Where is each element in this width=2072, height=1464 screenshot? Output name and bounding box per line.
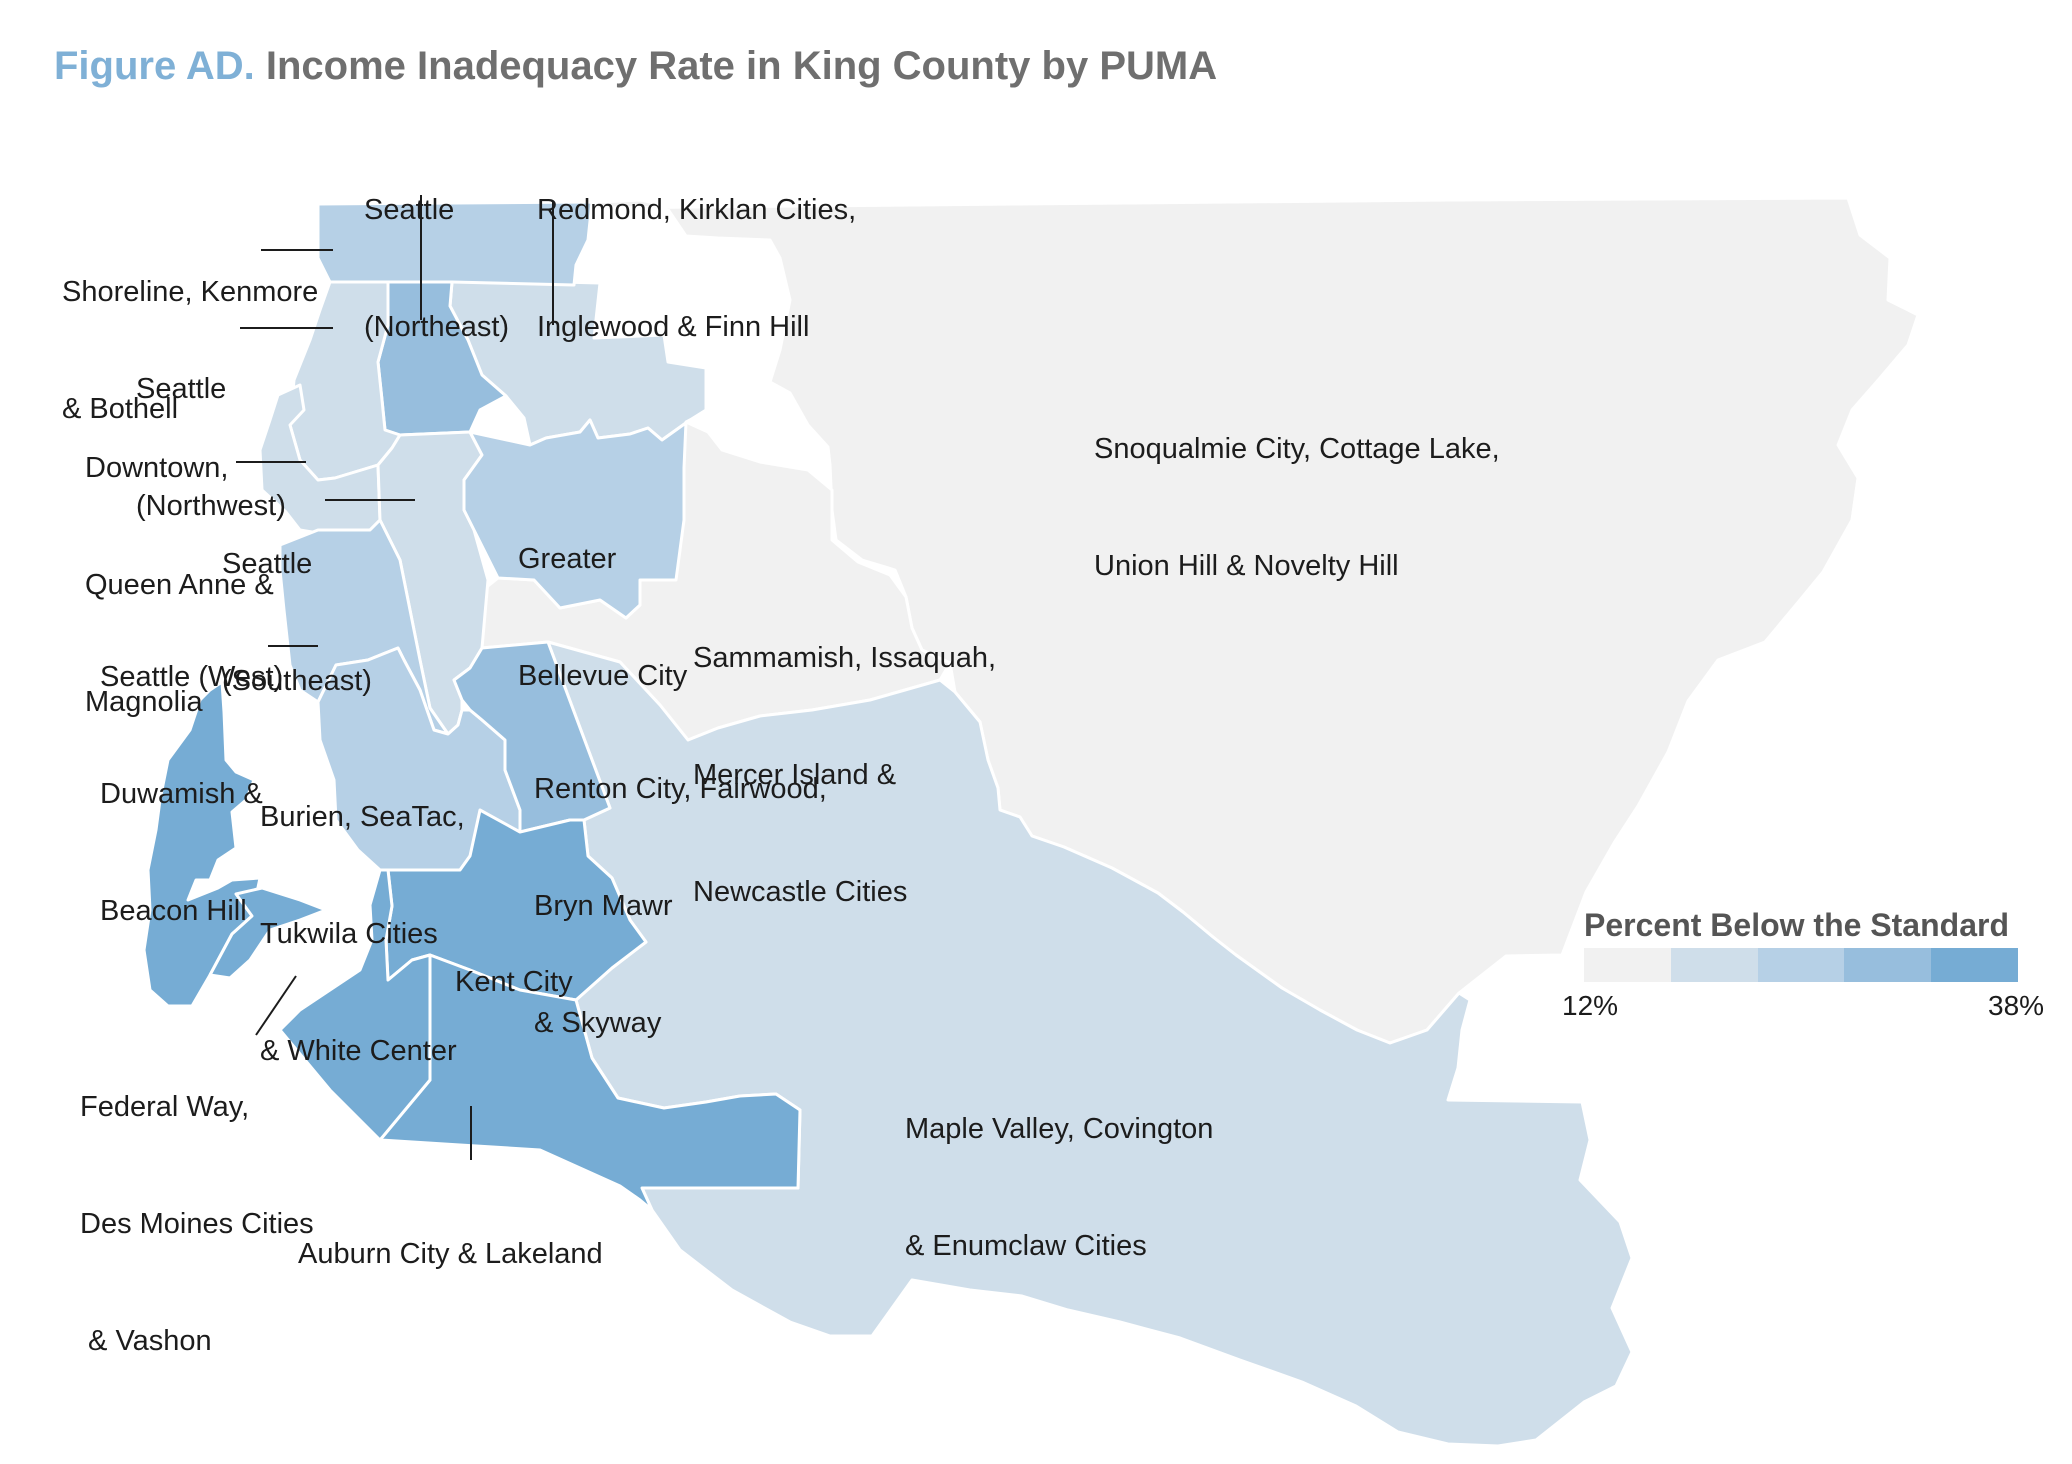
label-line: Greater xyxy=(518,543,617,575)
label-line: Maple Valley, Covington xyxy=(905,1113,1214,1145)
legend-swatch-1 xyxy=(1584,948,1671,982)
legend-swatch-2 xyxy=(1670,948,1758,982)
label-line: Shoreline, Kenmore xyxy=(62,276,319,308)
leader-federal-way xyxy=(255,975,297,1036)
label-kent: Kent City xyxy=(455,885,573,1080)
label-line: Seattle xyxy=(136,373,227,405)
legend-max-label: 38% xyxy=(1988,990,2045,1021)
label-line: Union Hill & Novelty Hill xyxy=(1094,550,1399,582)
label-line: Bryn Mawr xyxy=(534,890,673,922)
label-line: Seattle xyxy=(222,548,313,580)
label-line: Auburn City & Lakeland xyxy=(298,1238,603,1270)
label-line: (Southeast) xyxy=(222,665,372,697)
label-line: Downtown, xyxy=(85,452,229,484)
label-seattle-southeast: Seattle (Southeast) xyxy=(222,467,372,779)
label-maple-valley: Maple Valley, Covington & Enumclaw Citie… xyxy=(905,1032,1213,1344)
label-line: Snoqualmie City, Cottage Lake, xyxy=(1094,433,1500,465)
region-federal-way[interactable] xyxy=(278,868,432,1142)
legend-swatch-5 xyxy=(1931,948,2018,982)
label-greater-bellevue: Greater Bellevue City xyxy=(518,462,687,774)
label-line: Queen Anne & xyxy=(85,569,274,601)
label-line: Bellevue City xyxy=(518,660,688,692)
label-line: (Northeast) xyxy=(364,311,510,343)
label-line: Magnolia xyxy=(85,686,203,718)
legend-color-scale xyxy=(1584,948,2018,982)
label-line: & White Center xyxy=(260,1035,457,1067)
label-federal-way: Federal Way, Des Moines Cities & Vashon xyxy=(80,1010,314,1439)
region-maury[interactable] xyxy=(208,886,328,980)
legend-min-label: 12% xyxy=(1562,990,1619,1021)
label-line: & Vashon xyxy=(80,1325,212,1357)
label-sammamish: Sammamish, Issaquah, Mercer Island & New… xyxy=(693,561,996,990)
figure-label: Figure AD. xyxy=(54,44,255,88)
label-line: Des Moines Cities xyxy=(80,1208,314,1240)
region-shoreline[interactable] xyxy=(316,200,594,287)
label-line: Burien, SeaTac, xyxy=(260,801,465,833)
label-shoreline: Shoreline, Kenmore & Bothell xyxy=(62,195,318,507)
label-seattle-northwest: Seattle (Northwest) xyxy=(136,292,286,604)
label-downtown: Downtown, Queen Anne & Magnolia xyxy=(85,371,274,800)
label-line: & Skyway xyxy=(534,1007,662,1039)
label-line: Renton City, Fairwood, xyxy=(534,773,827,805)
label-line: Beacon Hill xyxy=(100,895,247,927)
label-line: Redmond, Kirklan Cities, xyxy=(537,194,857,226)
label-line: & Bothell xyxy=(62,393,179,425)
legend-swatch-4 xyxy=(1844,948,1932,982)
label-line: Newcastle Cities xyxy=(693,876,908,908)
label-burien: Burien, SeaTac, Tukwila Cities & White C… xyxy=(260,720,465,1149)
leader-lines xyxy=(236,195,554,1160)
map-title: Figure AD. Income Inadequacy Rate in Kin… xyxy=(54,44,1217,89)
region-auburn[interactable] xyxy=(378,953,802,1212)
label-redmond: Redmond, Kirklan Cities, Inglewood & Fin… xyxy=(537,113,856,425)
label-snoqualmie: Snoqualmie City, Cottage Lake, Union Hil… xyxy=(1094,352,1500,664)
label-line: & Enumclaw Cities xyxy=(905,1230,1147,1262)
label-seattle-west: Seattle (West) Duwamish & Beacon Hill xyxy=(100,580,283,1009)
legend-title: Percent Below the Standard xyxy=(1584,907,2009,943)
label-line: Federal Way, xyxy=(80,1091,250,1123)
legend-swatch-3 xyxy=(1757,948,1845,982)
label-auburn: Auburn City & Lakeland xyxy=(298,1157,603,1352)
label-line: Duwamish & xyxy=(100,778,263,810)
label-line: Tukwila Cities xyxy=(260,918,438,950)
label-line: Seattle (West) xyxy=(100,661,284,693)
label-line: Inglewood & Finn Hill xyxy=(537,311,810,343)
title-text: Income Inadequacy Rate in King County by… xyxy=(265,44,1218,88)
label-seattle-northeast: Seattle (Northeast) xyxy=(364,113,509,425)
label-line: (Northwest) xyxy=(136,490,286,522)
label-renton: Renton City, Fairwood, Bryn Mawr & Skywa… xyxy=(534,692,827,1121)
label-line: Sammamish, Issaquah, xyxy=(693,642,997,674)
label-line: Mercer Island & xyxy=(693,759,897,791)
label-line: Seattle xyxy=(364,194,455,226)
label-line: Kent City xyxy=(455,966,573,998)
region-bellevue[interactable] xyxy=(462,418,692,620)
region-vashon[interactable] xyxy=(142,680,262,1008)
